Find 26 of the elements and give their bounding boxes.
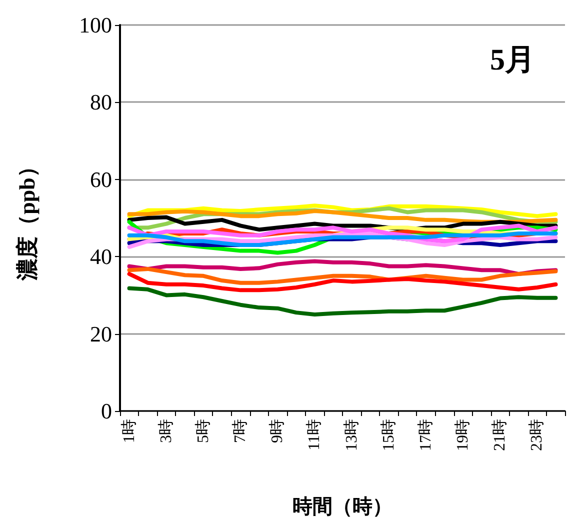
x-tick-label: 3時 bbox=[156, 419, 175, 443]
x-tick-label: 5時 bbox=[194, 419, 212, 443]
x-tick-label: 19時 bbox=[454, 419, 472, 451]
y-tick-label: 100 bbox=[79, 12, 112, 38]
line-series bbox=[127, 286, 558, 316]
line-series bbox=[127, 224, 558, 244]
y-tick-label: 80 bbox=[90, 90, 112, 115]
x-axis-title: 時間（時） bbox=[292, 496, 392, 518]
text: 5月 bbox=[490, 44, 535, 76]
y-tick-label: 20 bbox=[90, 321, 112, 346]
line-series bbox=[127, 266, 558, 285]
x-tick-label: 9時 bbox=[268, 419, 286, 443]
x-tick-label: 23時 bbox=[528, 419, 546, 451]
x-tick-label: 13時 bbox=[342, 419, 360, 451]
x-tick-label: 21時 bbox=[490, 419, 509, 451]
y-axis-title: 濃度（ppb） bbox=[14, 156, 40, 282]
x-tick-label: 7時 bbox=[231, 419, 250, 443]
line-series bbox=[127, 209, 558, 224]
x-tick-label: 1時 bbox=[120, 419, 138, 443]
y-tick-label: 40 bbox=[90, 244, 112, 270]
y-tick-label: 0 bbox=[101, 398, 112, 424]
x-tick-label: 17時 bbox=[416, 419, 434, 451]
x-tick-label: 15時 bbox=[379, 419, 398, 451]
line-series bbox=[127, 272, 558, 292]
y-tick-label: 60 bbox=[90, 166, 112, 192]
x-tick-label: 11時 bbox=[305, 419, 324, 450]
